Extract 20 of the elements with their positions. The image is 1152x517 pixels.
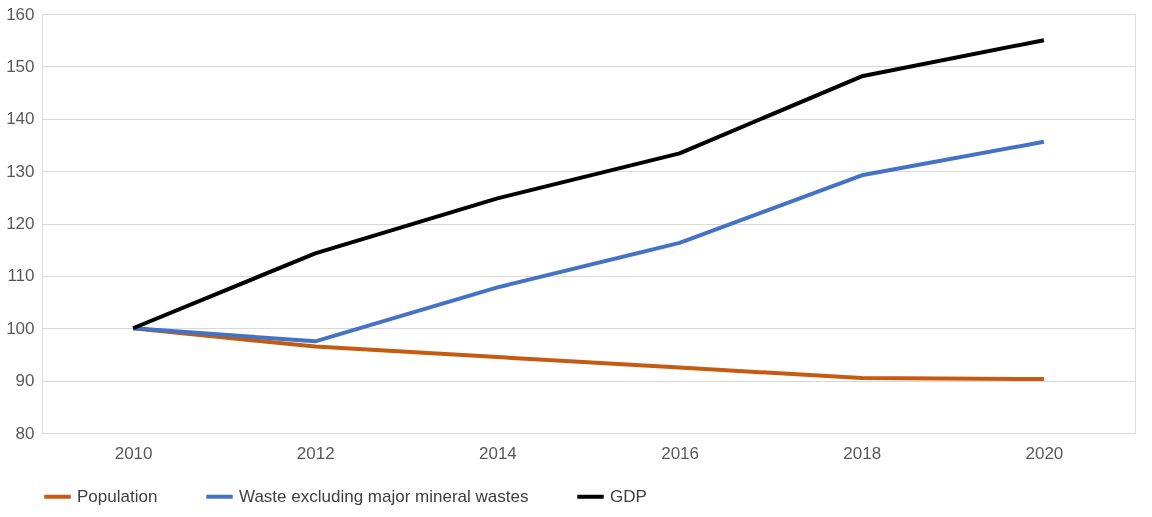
line-series — [131, 38, 1046, 331]
x-tick-label: 2016 — [661, 443, 699, 463]
x-tick-label: 2012 — [296, 443, 335, 463]
y-tick-label: 110 — [7, 266, 35, 286]
y-tick-label: 100 — [6, 318, 35, 338]
y-tick-label: 160 — [6, 4, 35, 24]
legend-label: Waste excluding major mineral wastes — [239, 486, 529, 506]
y-tick-label: 130 — [6, 161, 35, 181]
x-tick-label: 2010 — [114, 443, 153, 463]
y-tick-label: 90 — [15, 371, 35, 391]
x-tick-label: 2020 — [1025, 443, 1064, 463]
y-tick-label: 150 — [6, 56, 35, 76]
legend-label: Population — [77, 486, 158, 506]
x-tick-label: 2018 — [843, 443, 882, 463]
y-tick-label: 120 — [6, 214, 35, 233]
x-tick-label: 2014 — [479, 443, 517, 463]
line-series — [131, 139, 1046, 344]
y-tick-label: 80 — [15, 423, 35, 443]
y-tick-label: 140 — [6, 109, 35, 129]
legend-label: GDP — [610, 486, 647, 506]
